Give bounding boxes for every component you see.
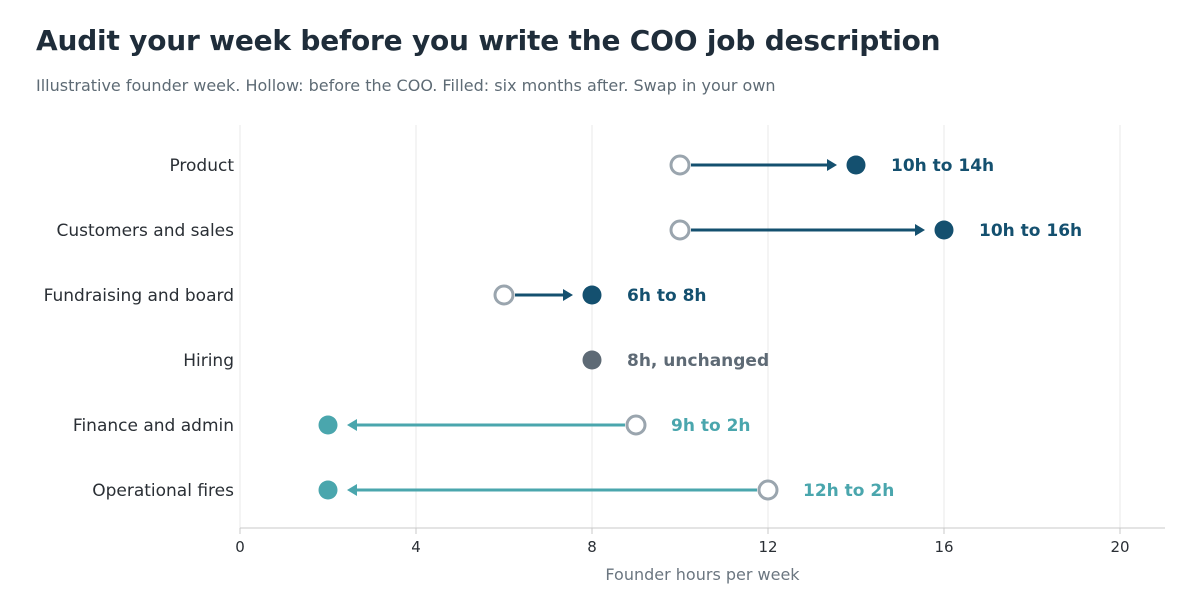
value-label: 8h, unchanged (627, 351, 769, 371)
chart-rows: Product 10h to 14h Customers and sales 10h … (44, 154, 1082, 501)
chart-title: Audit your week before you write the COO… (36, 24, 941, 57)
chart-subtitle: Illustrative founder week. Hollow: befor… (36, 76, 776, 95)
x-tick-label: 8 (587, 538, 597, 556)
before-marker (757, 479, 779, 501)
arrow-head (915, 224, 925, 236)
row-operational-fires: Operational fires 12h to 2h (92, 479, 894, 501)
category-label: Hiring (183, 351, 234, 371)
after-marker (846, 155, 866, 175)
category-label: Product (169, 156, 234, 176)
grid-layer (239, 125, 1121, 528)
x-tick-label: 0 (235, 538, 245, 556)
x-tick-label: 16 (934, 538, 953, 556)
x-tick-label: 20 (1110, 538, 1129, 556)
row-fundraising-and-board: Fundraising and board 6h to 8h (44, 284, 707, 306)
x-tick-label: 12 (758, 538, 777, 556)
row-customers-and-sales: Customers and sales 10h to 16h (56, 219, 1082, 241)
after-marker (318, 415, 338, 435)
x-tick-label: 4 (411, 538, 421, 556)
value-label: 10h to 16h (979, 221, 1082, 241)
arrow-head (347, 419, 357, 431)
value-label: 12h to 2h (803, 481, 894, 501)
before-marker (493, 284, 515, 306)
before-marker (669, 219, 691, 241)
before-marker (669, 154, 691, 176)
row-finance-and-admin: Finance and admin 9h to 2h (73, 414, 751, 436)
value-label: 6h to 8h (627, 286, 707, 306)
arrow-head (563, 289, 573, 301)
row-product: Product 10h to 14h (169, 154, 994, 176)
arrow-head (347, 484, 357, 496)
category-label: Fundraising and board (44, 286, 234, 306)
x-axis-title: Founder hours per week (605, 565, 800, 584)
category-label: Finance and admin (73, 416, 234, 436)
before-marker (625, 414, 647, 436)
row-hiring: Hiring 8h, unchanged (183, 350, 769, 371)
category-label: Customers and sales (56, 221, 234, 241)
x-axis: 0 4 8 12 16 20 Founder hours per week (235, 527, 1165, 584)
arrow-head (827, 159, 837, 171)
value-label: 10h to 14h (891, 156, 994, 176)
after-marker (582, 350, 602, 370)
category-label: Operational fires (92, 481, 234, 501)
after-marker (318, 480, 338, 500)
after-marker (934, 220, 954, 240)
after-marker (582, 285, 602, 305)
value-label: 9h to 2h (671, 416, 751, 436)
